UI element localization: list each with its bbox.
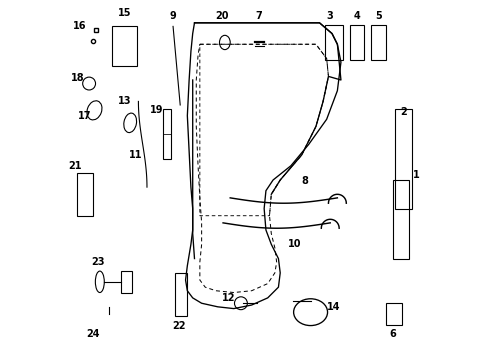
Text: 6: 6 [388, 329, 395, 339]
Text: 5: 5 [374, 12, 381, 21]
Text: 16: 16 [73, 21, 87, 31]
Text: 18: 18 [71, 73, 84, 83]
Text: 20: 20 [215, 12, 229, 21]
Text: 24: 24 [86, 329, 99, 339]
Text: 4: 4 [353, 12, 360, 21]
Text: 2: 2 [399, 107, 406, 117]
Text: 19: 19 [150, 105, 163, 115]
Text: 17: 17 [78, 111, 91, 121]
Text: 22: 22 [172, 321, 186, 332]
Text: 12: 12 [221, 293, 235, 303]
Text: 8: 8 [301, 176, 308, 186]
Text: 1: 1 [412, 170, 419, 180]
Text: 23: 23 [91, 257, 104, 267]
Text: 11: 11 [128, 150, 142, 160]
Text: 13: 13 [118, 96, 131, 107]
Text: 7: 7 [255, 12, 262, 21]
Text: 3: 3 [326, 12, 333, 21]
Text: 10: 10 [287, 239, 301, 249]
Text: 21: 21 [68, 161, 81, 171]
Text: 9: 9 [169, 12, 176, 21]
Text: 14: 14 [326, 302, 340, 312]
Text: 15: 15 [118, 8, 131, 18]
